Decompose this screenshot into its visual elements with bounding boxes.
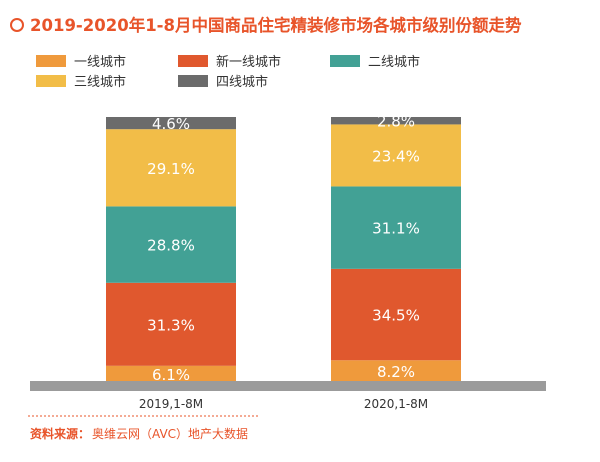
data-label-1-3: 28.8% <box>147 237 195 255</box>
bar-segment-1-2 <box>106 282 236 366</box>
data-label-2-3: 31.1% <box>372 220 420 238</box>
legend-label-1: 一线城市 <box>74 54 126 70</box>
bar-stack-2: 8.2% 34.5% 31.1% 23.4% 2.8% <box>331 113 461 382</box>
legend-label-2: 新一线城市 <box>216 54 281 70</box>
bars: 6.1% 31.3% 28.8% 29.1% 4.6% 8.2% 34.5% 31.1% 23.… <box>106 113 461 384</box>
bar-segment-2-1 <box>331 360 461 382</box>
data-label-1-1: 6.1% <box>152 366 190 384</box>
bar-segment-2-5 <box>331 117 461 125</box>
x-tick-labels: 2019,1-8M 2020,1-8M <box>139 397 428 411</box>
legend-label-5: 四线城市 <box>216 74 268 90</box>
legend-swatch-3 <box>330 55 360 67</box>
legend-swatch-5 <box>178 75 208 87</box>
data-label-1-4: 29.1% <box>147 160 195 178</box>
source-label: 资料来源： <box>30 426 90 441</box>
bar-segment-1-5 <box>106 117 236 130</box>
legend-swatch-2 <box>178 55 208 67</box>
data-label-2-2: 34.5% <box>372 307 420 325</box>
data-label-2-1: 8.2% <box>377 363 415 381</box>
data-label-2-5: 2.8% <box>377 113 415 131</box>
bar-stack-1: 6.1% 31.3% 28.8% 29.1% 4.6% <box>106 115 236 384</box>
bar-segment-2-4 <box>331 124 461 187</box>
legend-swatch-1 <box>36 55 66 67</box>
source-text: 奥维云网（AVC）地产大数据 <box>92 426 248 441</box>
bar-segment-1-3 <box>106 206 236 283</box>
x-tick-label-2: 2020,1-8M <box>364 397 428 411</box>
title-group: 2019-2020年1-8月中国商品住宅精装修市场各城市级别份额走势 <box>10 15 522 35</box>
bar-segment-1-1 <box>106 365 236 382</box>
x-axis-bar <box>30 381 546 391</box>
chart-title: 2019-2020年1-8月中国商品住宅精装修市场各城市级别份额走势 <box>30 15 522 35</box>
x-tick-label-1: 2019,1-8M <box>139 397 203 411</box>
data-label-1-2: 31.3% <box>147 316 195 334</box>
legend-label-3: 二线城市 <box>368 54 420 70</box>
data-label-1-5: 4.6% <box>152 115 190 133</box>
data-label-2-4: 23.4% <box>372 147 420 165</box>
bar-segment-2-3 <box>331 186 461 269</box>
bar-segment-1-4 <box>106 129 236 207</box>
legend-swatch-4 <box>36 75 66 87</box>
bar-segment-2-2 <box>331 268 461 361</box>
legend-label-4: 三线城市 <box>74 74 126 90</box>
title-circle-icon <box>10 18 24 32</box>
